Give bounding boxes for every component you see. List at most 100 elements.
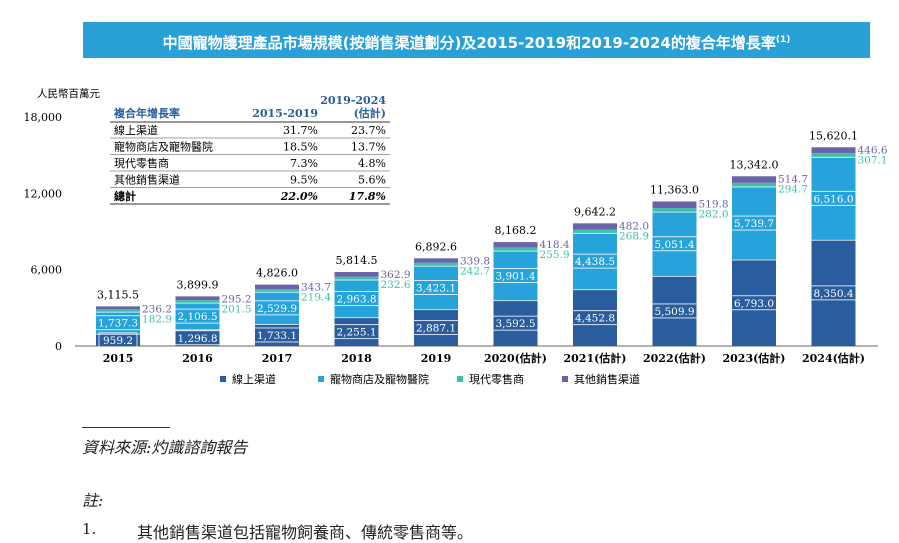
data-label: 482.0 <box>619 220 649 232</box>
segment-divider <box>414 309 458 311</box>
legend-swatch <box>562 376 568 382</box>
data-label-box <box>569 253 621 269</box>
x-tick-label: 2024(估計) <box>802 351 865 365</box>
bar-segment <box>811 239 856 346</box>
bar-segment <box>255 284 299 289</box>
bar-segment <box>732 176 776 183</box>
cagr-table-header: 2019-2024 <box>320 94 386 107</box>
data-label-box <box>251 300 303 316</box>
bar-segment <box>96 311 140 334</box>
segment-divider <box>414 265 458 267</box>
data-label: 343.7 <box>301 282 331 294</box>
bar-segment <box>493 250 538 301</box>
bar-segment <box>175 329 220 346</box>
bar-segment <box>732 259 776 346</box>
data-label-box <box>410 320 462 336</box>
total-label: 15,620.1 <box>809 129 858 142</box>
x-tick-label: 2021(估計) <box>563 351 626 365</box>
bar-segment <box>811 156 856 240</box>
chart-title: 中國寵物護理產品市場規模(按銷售渠道劃分)及2015-2019和2019-202… <box>83 22 870 58</box>
bar-segment <box>493 247 538 251</box>
x-tick-label: 2017 <box>262 352 293 365</box>
data-label: 6,793.0 <box>734 298 774 310</box>
bar-segment <box>255 288 299 292</box>
data-label-box <box>648 236 701 252</box>
bar-segment <box>414 309 458 346</box>
data-label-box <box>569 310 621 326</box>
cagr-table-header: 複合年增長率 <box>113 106 180 120</box>
x-tick-label: 2016 <box>182 352 213 365</box>
cagr-value: 9.5% <box>290 174 318 187</box>
bar-segment <box>255 291 299 324</box>
bar-segment <box>652 201 697 209</box>
data-label: 4,452.8 <box>575 313 615 325</box>
cagr-total-value: 17.8% <box>349 190 386 203</box>
data-label-box <box>251 327 303 343</box>
data-label: 2,106.5 <box>177 311 217 323</box>
source-divider <box>82 427 170 428</box>
segment-divider <box>652 211 697 213</box>
segment-divider <box>811 239 856 241</box>
total-label: 11,363.0 <box>650 183 699 196</box>
data-label-box <box>98 332 138 348</box>
segment-divider <box>652 275 697 277</box>
data-label: 6,516.0 <box>813 193 853 205</box>
bar-segment <box>96 309 140 312</box>
data-label-box <box>330 291 383 306</box>
segment-divider <box>96 311 140 313</box>
total-label: 4,826.0 <box>256 267 298 280</box>
legend-label: 其他銷售渠道 <box>574 372 640 386</box>
segment-divider <box>493 300 538 302</box>
data-label-box <box>410 280 462 295</box>
bar-segment <box>414 258 458 263</box>
source-note: 資料來源:灼識諮詢報告 <box>82 438 248 457</box>
data-label-box <box>92 315 144 331</box>
data-label: 3,423.1 <box>416 282 456 294</box>
bar-segment <box>414 265 458 310</box>
data-label-box <box>171 330 224 346</box>
cagr-value: 13.7% <box>351 141 386 154</box>
data-label-box <box>807 285 860 301</box>
bar-segment <box>175 296 220 301</box>
x-tick-label: 2020(估計) <box>484 351 547 365</box>
cagr-row-label: 現代零售商 <box>114 156 169 170</box>
x-tick-label: 2022(估計) <box>643 351 706 365</box>
segment-divider <box>175 329 220 331</box>
cagr-row-label: 寵物商店及寵物醫院 <box>114 140 213 154</box>
bar-segment <box>96 306 140 310</box>
data-label: 1,296.8 <box>177 333 217 345</box>
data-label: 2,529.9 <box>257 303 297 315</box>
data-label: 255.9 <box>540 249 570 261</box>
bar-segment <box>652 208 697 212</box>
bar-segment <box>175 300 220 303</box>
bar-segment <box>175 302 220 330</box>
bar-segment <box>652 211 697 276</box>
data-label: 232.6 <box>381 279 411 291</box>
data-label: 182.9 <box>142 313 172 325</box>
total-label: 5,814.5 <box>336 254 378 267</box>
legend-label: 線上渠道 <box>232 372 276 386</box>
cagr-value: 18.5% <box>283 141 318 154</box>
bar-segment <box>573 289 617 346</box>
data-label-box <box>330 324 383 340</box>
data-label-box <box>728 215 780 231</box>
bar-segment <box>811 152 856 157</box>
x-tick-label: 2018 <box>341 352 372 365</box>
cagr-total-value: 22.0% <box>280 190 318 203</box>
total-label: 9,642.2 <box>574 205 616 218</box>
cagr-table-header: 2015-2019 <box>252 107 318 120</box>
cagr-value: 5.6% <box>358 174 386 187</box>
data-label-box <box>728 295 780 311</box>
data-label-box <box>807 190 860 206</box>
total-label: 8,168.2 <box>495 224 537 237</box>
data-label: 446.6 <box>858 144 888 156</box>
data-label: 5,051.4 <box>654 239 694 251</box>
data-label-box <box>489 268 542 283</box>
data-label-box <box>648 303 701 319</box>
bar-segment <box>493 300 538 346</box>
segment-divider <box>255 323 299 325</box>
data-label: 1,737.3 <box>98 318 138 330</box>
segment-divider <box>334 317 379 319</box>
data-label: 514.7 <box>778 173 808 185</box>
bar-segment <box>334 272 379 277</box>
